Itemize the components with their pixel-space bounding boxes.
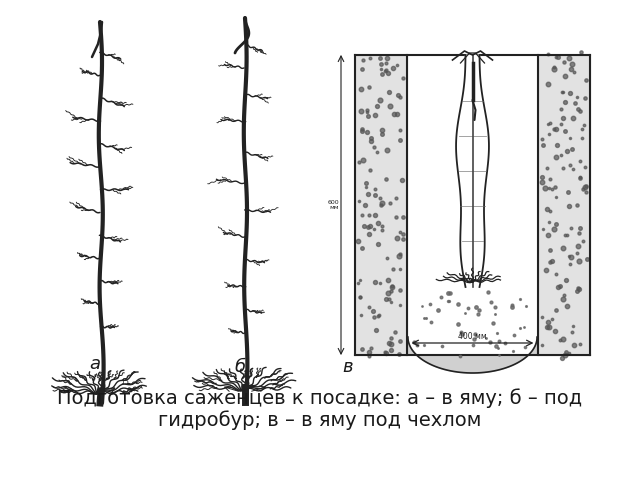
Text: в: в (342, 358, 353, 376)
Text: гидробур; в – в яму под чехлом: гидробур; в – в яму под чехлом (158, 410, 482, 430)
Text: а: а (90, 355, 100, 373)
Text: 600
мм: 600 мм (328, 200, 339, 210)
Text: 400 мм: 400 мм (458, 332, 487, 341)
Polygon shape (456, 55, 489, 287)
Text: Подготовка саженцев к посадке: а – в яму; б – под: Подготовка саженцев к посадке: а – в яму… (58, 388, 582, 408)
Text: 15: 15 (120, 379, 129, 385)
Polygon shape (408, 337, 537, 373)
Text: б: б (234, 358, 246, 376)
